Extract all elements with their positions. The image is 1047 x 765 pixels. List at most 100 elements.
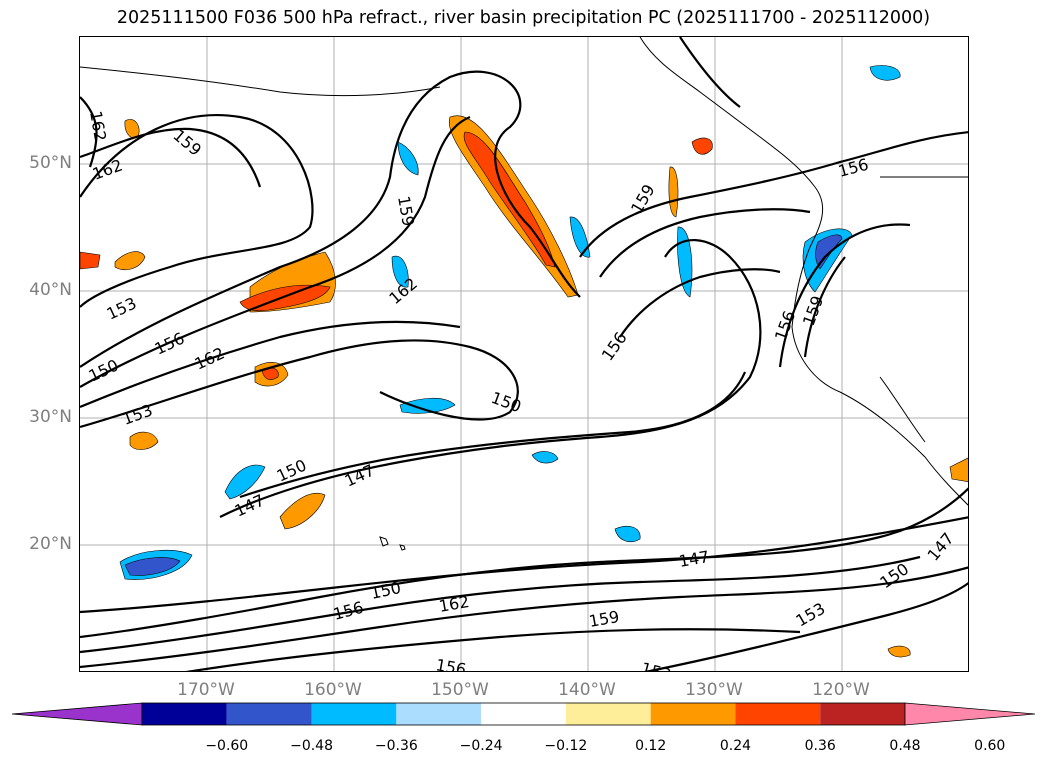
colorbar-segment bbox=[142, 703, 227, 725]
contour-147-a bbox=[219, 239, 762, 518]
lon-label-120w: 120°W bbox=[812, 680, 870, 700]
figure-title: 2025111500 F036 500 hPa refract., river … bbox=[116, 8, 931, 28]
contour-label: 153 bbox=[104, 293, 140, 323]
shade-orange-53n bbox=[691, 137, 713, 155]
contour-label: 156 bbox=[598, 328, 631, 364]
contour-156-east bbox=[579, 131, 968, 258]
contour-label: 153 bbox=[793, 599, 829, 631]
contour-label: 147 bbox=[677, 547, 710, 571]
colorbar-extend-high bbox=[904, 702, 1036, 726]
contour-label: 156 bbox=[771, 308, 799, 343]
colorbar-segment bbox=[565, 703, 651, 725]
contour-label: 159 bbox=[799, 293, 827, 328]
colorbar-segment bbox=[735, 703, 821, 725]
shade-orange-48n bbox=[668, 166, 679, 218]
colorbar-segment bbox=[820, 703, 905, 725]
contour-jet-b bbox=[80, 115, 471, 388]
contour-label: 162 bbox=[90, 155, 125, 183]
shade-orange-w1 bbox=[114, 251, 146, 270]
colorbar-tick-label: 0.12 bbox=[635, 738, 667, 754]
contour-153-a bbox=[80, 320, 461, 409]
contour-jet-a bbox=[80, 70, 581, 368]
shade-blue-45n-b bbox=[397, 141, 419, 176]
contour-162-nw bbox=[80, 96, 98, 168]
coastlines bbox=[80, 37, 968, 551]
contour-150-a bbox=[80, 339, 519, 429]
mexico-coast bbox=[839, 391, 968, 506]
contour-156-south bbox=[80, 487, 968, 639]
contour-159-a bbox=[80, 127, 262, 188]
map-panel: 162 159 162 159 153 156 162 150 153 147 … bbox=[79, 36, 969, 672]
lon-label-150w: 150°W bbox=[431, 680, 489, 700]
contour-label: 147 bbox=[924, 529, 958, 565]
contour-label: 159 bbox=[587, 607, 620, 631]
colorbar-tick-label: −0.24 bbox=[459, 738, 503, 754]
contour-label: 153 bbox=[639, 659, 673, 672]
colorbar-tick-label: 0.60 bbox=[974, 738, 1006, 754]
hawaii bbox=[379, 536, 406, 551]
alaska-coast bbox=[639, 37, 816, 188]
contour-label: 159 bbox=[394, 194, 418, 227]
shade-orange-w2 bbox=[124, 119, 140, 139]
colorbar-segment bbox=[481, 703, 566, 725]
contour-150-south bbox=[80, 566, 968, 669]
colorbar-tick-label: −0.60 bbox=[205, 738, 249, 754]
shade-blue-30n bbox=[399, 397, 456, 414]
colorbar-tick-label: −0.36 bbox=[374, 738, 418, 754]
contour-label: 156 bbox=[434, 655, 467, 672]
contour-162-ne bbox=[679, 37, 741, 108]
contour-label: 156 bbox=[836, 155, 870, 181]
shade-blue-42n bbox=[391, 255, 409, 288]
contour-label: 153 bbox=[120, 400, 155, 428]
colorbar-tick-label: 0.24 bbox=[719, 738, 752, 754]
colorbar bbox=[11, 702, 1036, 726]
shade-orange-27n bbox=[129, 431, 159, 450]
lon-label-140w: 140°W bbox=[558, 680, 616, 700]
contour-147-south bbox=[80, 516, 968, 614]
contour-label: 156 bbox=[152, 328, 188, 358]
contour-label: 150 bbox=[369, 578, 403, 603]
colorbar-segment bbox=[650, 703, 736, 725]
colorbar-segment bbox=[226, 703, 312, 725]
colorbar-extend-low bbox=[11, 702, 143, 726]
shade-blue-20n bbox=[614, 526, 641, 542]
shade-blue-45n-a bbox=[569, 216, 591, 258]
contour-label: 147 bbox=[342, 460, 378, 490]
colorbar-tick-label: 0.36 bbox=[804, 738, 836, 754]
contour-label: 159 bbox=[627, 181, 659, 217]
map-canvas: 162 159 162 159 153 156 162 150 153 147 … bbox=[80, 37, 968, 672]
contour-162-north bbox=[80, 114, 314, 308]
colorbar-tick-label: −0.48 bbox=[290, 738, 333, 754]
shade-orange-27e bbox=[949, 457, 968, 482]
colorbar-tick-label: 0.48 bbox=[889, 738, 921, 754]
colorbar-segments bbox=[11, 702, 1036, 726]
contour-156-c bbox=[778, 223, 911, 368]
shade-blue-25n bbox=[224, 464, 266, 500]
contour-159-south bbox=[185, 628, 801, 671]
lon-label-130w: 130°W bbox=[685, 680, 743, 700]
shade-blue-nak bbox=[869, 65, 901, 81]
contour-153-south bbox=[80, 555, 921, 654]
contour-159-c bbox=[803, 256, 846, 358]
lat-label-50n: 50°N bbox=[29, 153, 72, 173]
lat-label-20n: 20°N bbox=[29, 534, 72, 554]
contour-156-b bbox=[619, 268, 781, 338]
lon-label-160w: 160°W bbox=[304, 680, 362, 700]
contour-label: 162 bbox=[192, 343, 228, 373]
aleutians bbox=[80, 66, 441, 97]
refractivity-contours bbox=[80, 37, 968, 671]
contour-150-b bbox=[239, 371, 747, 499]
shade-orange-18n bbox=[887, 645, 911, 658]
contour-label: 162 bbox=[437, 592, 470, 616]
baja bbox=[879, 376, 926, 443]
contour-label: 162 bbox=[86, 109, 110, 142]
shade-purple-17n bbox=[124, 557, 181, 576]
colorbar-segment bbox=[396, 703, 482, 725]
lat-label-30n: 30°N bbox=[29, 407, 72, 427]
shade-blue-44n bbox=[677, 226, 693, 298]
contour-label: 156 bbox=[331, 598, 365, 624]
lat-label-40n: 40°N bbox=[29, 280, 72, 300]
colorbar-tick-label: −0.12 bbox=[544, 738, 588, 754]
shade-blue-24n bbox=[531, 451, 559, 464]
lon-label-170w: 170°W bbox=[177, 680, 235, 700]
